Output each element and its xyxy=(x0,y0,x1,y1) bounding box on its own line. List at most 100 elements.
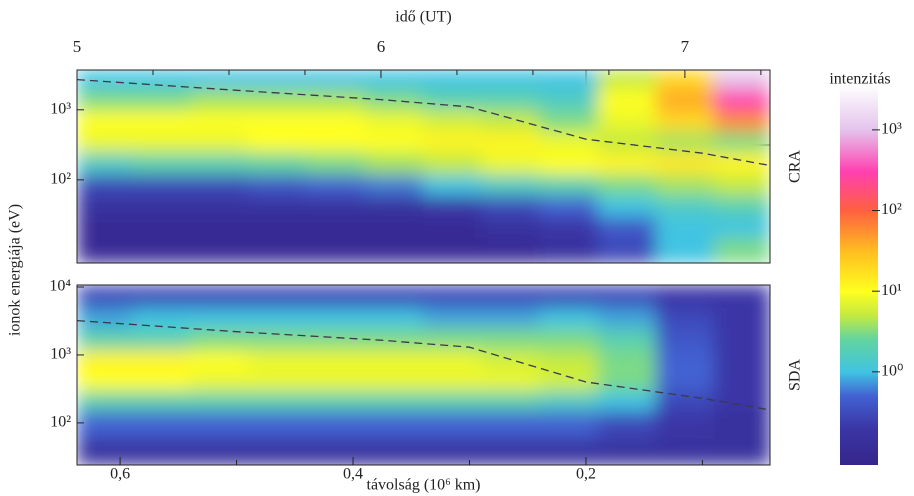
heatmap-cell xyxy=(306,174,365,196)
colorbar-tick-label: 10¹ xyxy=(881,282,902,299)
heatmap-cell xyxy=(248,195,307,217)
y-tick-label: 10² xyxy=(50,414,71,431)
heatmap-cell xyxy=(481,438,540,466)
heatmap-cell xyxy=(481,370,540,391)
heatmap-cell xyxy=(656,152,715,175)
heatmap-cell xyxy=(248,70,307,89)
heatmap-cell xyxy=(190,216,249,238)
heatmap-cell xyxy=(539,70,598,89)
heatmap-cell xyxy=(365,89,424,111)
heatmap-cell xyxy=(306,152,365,175)
heatmap-cell xyxy=(190,370,249,391)
heatmap-cell xyxy=(423,70,482,89)
heatmap-cell xyxy=(132,152,191,175)
heatmap-cell xyxy=(539,216,598,238)
heatmap-cell xyxy=(714,328,770,350)
heatmap-cell xyxy=(365,328,424,350)
x-tick-label: 0,4 xyxy=(343,466,363,483)
heatmap-cell xyxy=(190,411,249,439)
heatmap-cell xyxy=(598,285,657,308)
heatmap-cell xyxy=(714,238,770,264)
heatmap-cell xyxy=(77,89,132,111)
heatmap-cell xyxy=(539,370,598,391)
heatmap-cell xyxy=(132,131,191,153)
heatmap-cell xyxy=(598,110,657,132)
heatmap-cell xyxy=(248,89,307,111)
heatmap-cell xyxy=(714,411,770,439)
heatmap-cell xyxy=(132,238,191,264)
heatmap-cell xyxy=(481,110,540,132)
heatmap-cell xyxy=(306,370,365,391)
heatmap-cell xyxy=(481,152,540,175)
heatmap-cell xyxy=(714,195,770,217)
heatmap-cell xyxy=(77,307,132,328)
heatmap-cell xyxy=(539,328,598,350)
heatmap-cell xyxy=(656,89,715,111)
heatmap-cell xyxy=(539,174,598,196)
panel-label: SDA xyxy=(787,359,804,391)
heatmap-cell xyxy=(423,89,482,111)
heatmap-cell xyxy=(481,238,540,264)
heatmap-cell xyxy=(423,152,482,175)
heatmap-cell xyxy=(132,307,191,328)
heatmap-cell xyxy=(190,307,249,328)
y-tick-label: 10² xyxy=(50,171,71,188)
heatmap-cell xyxy=(598,195,657,217)
heatmap-cell xyxy=(77,350,132,371)
heatmap-cell xyxy=(714,370,770,391)
heatmap-cell xyxy=(306,285,365,308)
heatmap-cell xyxy=(481,70,540,89)
heatmap-cell xyxy=(190,285,249,308)
heatmap-cell xyxy=(77,110,132,132)
heatmap-cell xyxy=(714,285,770,308)
heatmap-cell xyxy=(714,131,770,153)
heatmap-cell xyxy=(598,89,657,111)
heatmap-cell xyxy=(423,390,482,411)
heatmap-cell xyxy=(481,89,540,111)
heatmap-cell xyxy=(248,411,307,439)
heatmap-cell xyxy=(132,390,191,411)
heatmap xyxy=(77,285,771,466)
heatmap-cell xyxy=(598,328,657,350)
heatmap-cell xyxy=(598,370,657,391)
heatmap-cell xyxy=(598,411,657,439)
heatmap-cell xyxy=(423,285,482,308)
heatmap-cell xyxy=(656,195,715,217)
heatmap-cell xyxy=(481,307,540,328)
heatmap-cell xyxy=(132,110,191,132)
heatmap xyxy=(77,70,771,264)
heatmap-cell xyxy=(423,195,482,217)
top-tick-label: 7 xyxy=(681,37,690,56)
heatmap-cell xyxy=(423,216,482,238)
heatmap-cell xyxy=(365,238,424,264)
heatmap-cell xyxy=(132,285,191,308)
heatmap-cell xyxy=(190,110,249,132)
y-tick-label: 10³ xyxy=(50,346,71,363)
heatmap-cell xyxy=(365,174,424,196)
heatmap-cell xyxy=(365,285,424,308)
heatmap-cell xyxy=(248,350,307,371)
heatmap-cell xyxy=(365,110,424,132)
heatmap-cell xyxy=(77,411,132,439)
heatmap-cell xyxy=(190,350,249,371)
heatmap-cell xyxy=(248,438,307,466)
heatmap-cell xyxy=(132,89,191,111)
x-tick-label: 0,6 xyxy=(110,466,130,483)
heatmap-cell xyxy=(306,411,365,439)
heatmap-cell xyxy=(656,307,715,328)
heatmap-cell xyxy=(656,350,715,371)
heatmap-cell xyxy=(714,350,770,371)
x-tick-label: 0,2 xyxy=(576,466,596,483)
heatmap-cell xyxy=(598,307,657,328)
heatmap-cell xyxy=(306,89,365,111)
heatmap-cell xyxy=(598,438,657,466)
heatmap-cell xyxy=(132,216,191,238)
heatmap-cell xyxy=(714,438,770,466)
heatmap-cell xyxy=(248,152,307,175)
heatmap-cell xyxy=(248,390,307,411)
heatmap-cell xyxy=(365,370,424,391)
heatmap-cell xyxy=(365,70,424,89)
heatmap-cell xyxy=(714,89,770,111)
heatmap-cell xyxy=(656,370,715,391)
heatmap-cell xyxy=(656,216,715,238)
